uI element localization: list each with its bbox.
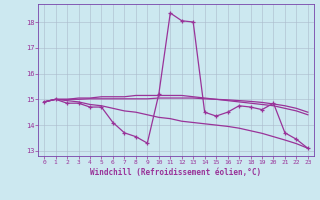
X-axis label: Windchill (Refroidissement éolien,°C): Windchill (Refroidissement éolien,°C) [91, 168, 261, 177]
